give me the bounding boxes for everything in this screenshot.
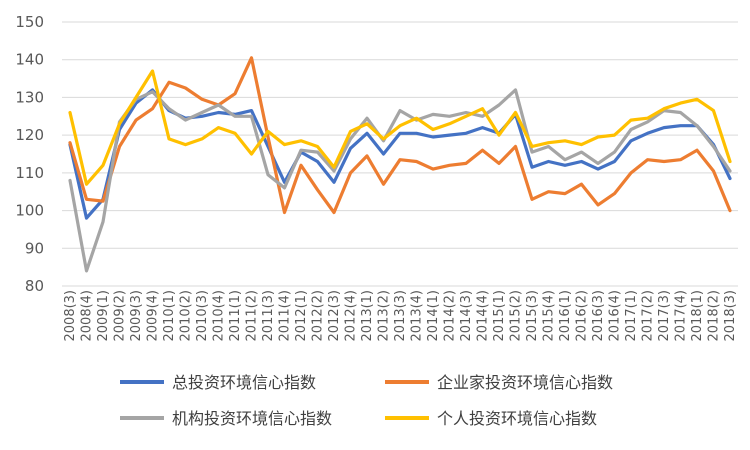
x-tick-label: 2016(2) xyxy=(575,290,590,342)
x-tick-label: 2010(4) xyxy=(212,290,227,342)
x-tick-label: 2011(3) xyxy=(261,290,276,342)
x-tick-label: 2012(1) xyxy=(294,290,309,342)
y-tick-label: 90 xyxy=(25,239,44,257)
x-tick-label: 2016(3) xyxy=(591,290,606,342)
x-tick-label: 2016(1) xyxy=(558,290,573,342)
x-tick-label: 2018(3) xyxy=(723,290,738,342)
x-tick-label: 2016(4) xyxy=(608,290,623,342)
x-tick-label: 2014(2) xyxy=(443,290,458,342)
y-tick-label: 130 xyxy=(15,88,44,106)
x-tick-label: 2011(1) xyxy=(228,290,243,342)
x-tick-label: 2012(4) xyxy=(344,290,359,342)
x-tick-label: 2009(3) xyxy=(129,290,144,342)
y-tick-label: 100 xyxy=(15,202,44,220)
gridlines xyxy=(62,21,738,287)
y-tick-label: 110 xyxy=(15,164,44,182)
x-tick-label: 2009(4) xyxy=(146,290,161,342)
x-tick-label: 2014(1) xyxy=(426,290,441,342)
legend-label: 个人投资环境信心指数 xyxy=(437,409,597,428)
x-tick-label: 2012(2) xyxy=(311,290,326,342)
y-tick-label: 150 xyxy=(15,13,44,31)
x-tick-label: 2014(4) xyxy=(476,290,491,342)
x-tick-label: 2010(3) xyxy=(195,290,210,342)
x-tick-label: 2015(1) xyxy=(492,290,507,342)
y-axis-ticks: 80 90 100 110 120 130 140 150 xyxy=(15,13,44,295)
x-tick-label: 2017(1) xyxy=(624,290,639,342)
x-tick-label: 2013(2) xyxy=(377,290,392,342)
x-tick-label: 2013(3) xyxy=(393,290,408,342)
x-tick-label: 2008(3) xyxy=(63,290,78,342)
x-tick-label: 2013(4) xyxy=(410,290,425,342)
legend-label: 企业家投资环境信心指数 xyxy=(437,373,613,392)
x-tick-label: 2018(1) xyxy=(690,290,705,342)
x-tick-label: 2015(2) xyxy=(509,290,524,342)
x-tick-label: 2017(4) xyxy=(674,290,689,342)
series-line-4 xyxy=(68,69,732,186)
x-tick-label: 2011(4) xyxy=(278,290,293,342)
legend-label: 总投资环境信心指数 xyxy=(172,373,316,392)
x-tick-label: 2010(2) xyxy=(179,290,194,342)
y-tick-label: 80 xyxy=(25,277,44,295)
series-line-2 xyxy=(68,56,732,215)
x-tick-label: 2017(3) xyxy=(657,290,672,342)
series-line-3 xyxy=(68,88,732,273)
x-tick-label: 2018(2) xyxy=(707,290,722,342)
x-tick-label: 2013(1) xyxy=(360,290,375,342)
x-axis-ticks: 2008(3) 2008(4) 2009(1) 2009(2) 2009(3) 2009(… xyxy=(63,290,738,342)
y-tick-label: 120 xyxy=(15,126,44,144)
x-tick-label: 2009(2) xyxy=(113,290,128,342)
x-tick-label: 2011(2) xyxy=(245,290,260,342)
x-tick-label: 2012(3) xyxy=(327,290,342,342)
legend-label: 机构投资环境信心指数 xyxy=(172,409,332,428)
x-tick-label: 2017(2) xyxy=(641,290,656,342)
x-tick-label: 2015(4) xyxy=(542,290,557,342)
x-tick-label: 2014(3) xyxy=(459,290,474,342)
series-lines xyxy=(68,56,732,273)
x-tick-label: 2015(3) xyxy=(525,290,540,342)
x-tick-label: 2008(4) xyxy=(80,290,95,342)
y-tick-label: 140 xyxy=(15,51,44,69)
x-tick-label: 2010(1) xyxy=(162,290,177,342)
x-tick-label: 2009(1) xyxy=(96,290,111,342)
